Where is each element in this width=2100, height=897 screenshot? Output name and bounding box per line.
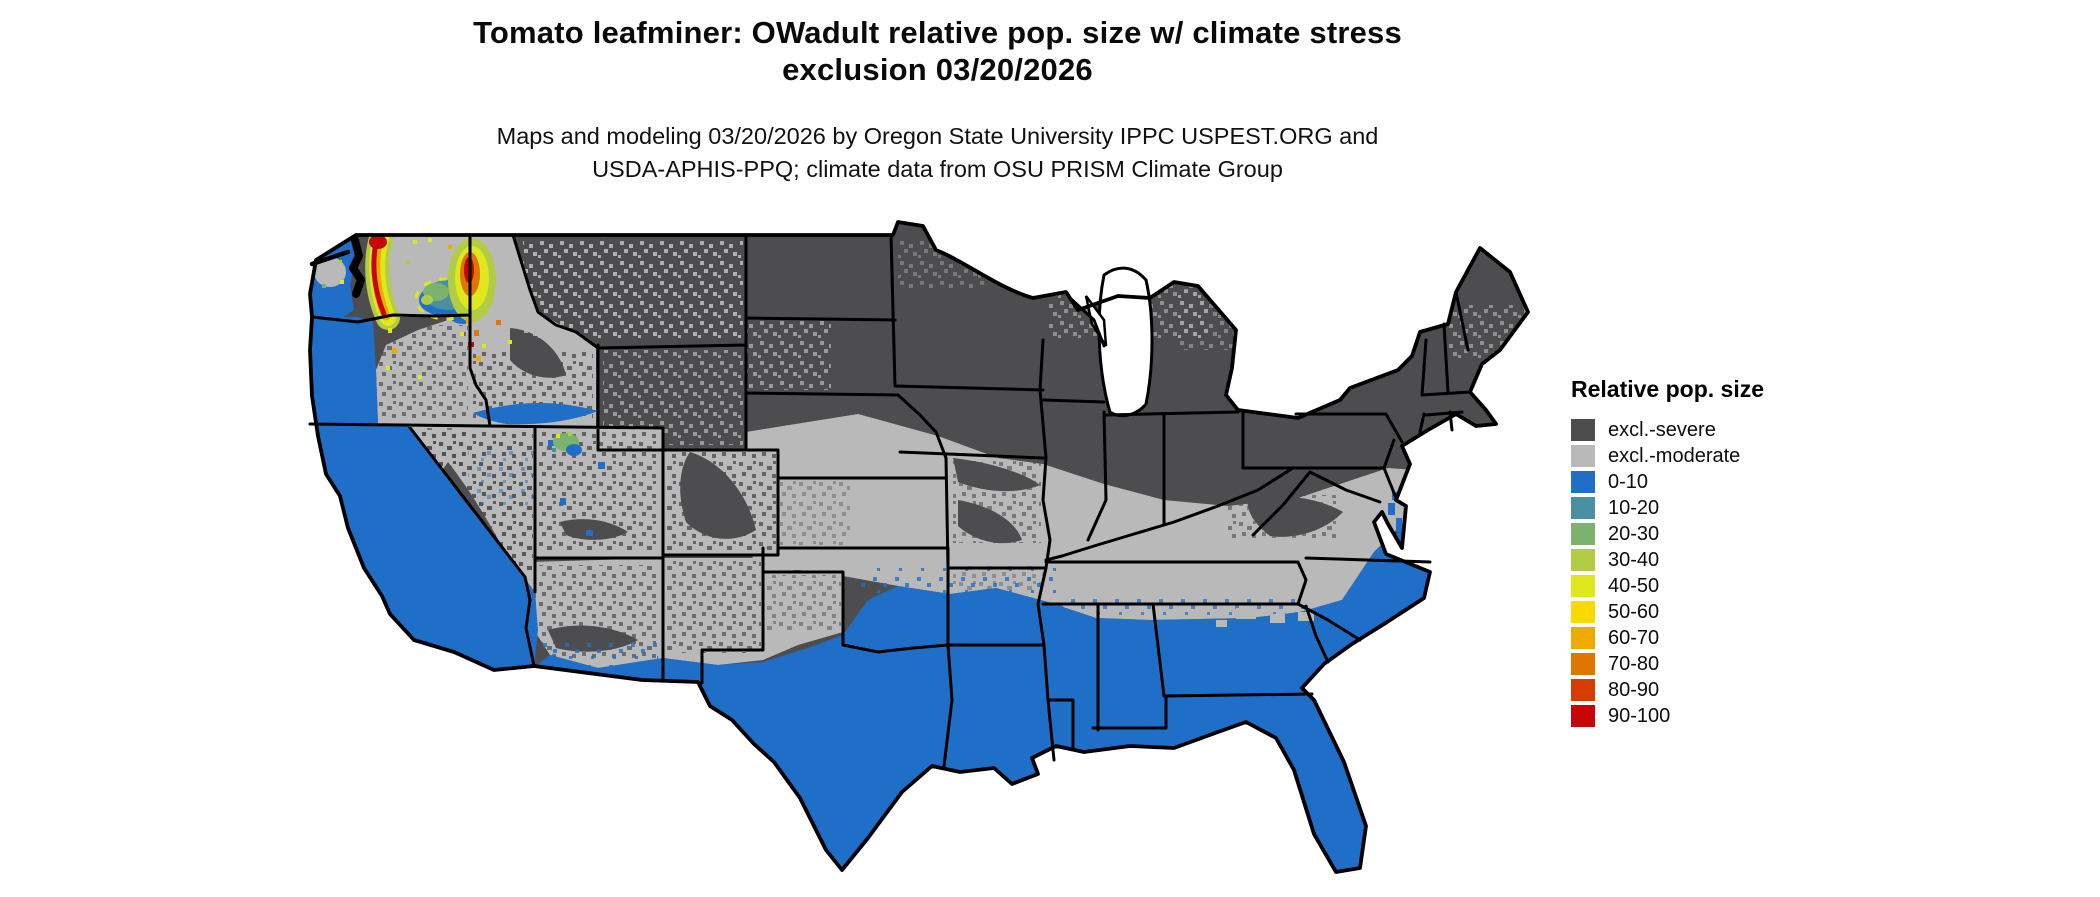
page-title-line1: Tomato leafminer: OWadult relative pop. … [473,15,1402,50]
legend-label: 30-40 [1608,548,1660,571]
legend-label: 80-90 [1608,678,1660,701]
legend-swatch [1571,549,1595,571]
great-lakes [1084,266,1154,418]
legend-item: excl.-moderate [1571,443,1871,469]
legend-item: 40-50 [1571,573,1871,599]
legend-item: 60-70 [1571,625,1871,651]
legend-swatch [1571,575,1595,597]
legend-swatch [1571,523,1595,545]
map-raster-layers [310,222,1528,872]
legend-swatch [1571,601,1595,623]
legend-item: 0-10 [1571,469,1871,495]
legend-label: 60-70 [1608,626,1660,649]
legend-swatch [1571,419,1595,441]
legend-label: 70-80 [1608,652,1660,675]
legend-label: 50-60 [1608,600,1660,623]
puget-sound [309,236,365,298]
legend-label: excl.-moderate [1608,444,1741,467]
legend-label: 10-20 [1608,496,1660,519]
us-map-container [298,200,1558,892]
legend-swatch [1571,627,1595,649]
legend-rows: excl.-severe excl.-moderate 0-10 10-20 20-30… [1571,417,1871,729]
legend-title: Relative pop. size [1571,376,1765,402]
legend-item: 80-90 [1571,677,1871,703]
legend-item: 50-60 [1571,599,1871,625]
zone-blue-speckle [468,450,1308,666]
page-subtitle-line1: Maps and modeling 03/20/2026 by Oregon S… [496,123,1379,149]
legend-item: 10-20 [1571,495,1871,521]
legend-swatch [1571,445,1595,467]
zone-moderate-patches-south [1216,608,1314,627]
legend-swatch [1571,705,1595,727]
legend-swatch [1571,497,1595,519]
legend-label: 90-100 [1608,704,1671,727]
legend-label: 0-10 [1608,470,1649,493]
page-title: Tomato leafminer: OWadult relative pop. … [0,14,1875,88]
page-title-line2: exclusion 03/20/2026 [782,52,1093,87]
legend-item: 20-30 [1571,521,1871,547]
conus-outline [308,220,1530,874]
legend-item: excl.-severe [1571,417,1871,443]
page-subtitle-line2: USDA-APHIS-PPQ; climate data from OSU PR… [592,156,1283,182]
legend-label: excl.-severe [1608,418,1716,441]
us-map [308,220,1530,874]
legend-swatch [1571,471,1595,493]
legend-label: 20-30 [1608,522,1660,545]
state-borders [308,233,1472,768]
legend-label: 40-50 [1608,574,1660,597]
legend-item: 30-40 [1571,547,1871,573]
legend-swatch [1571,679,1595,701]
legend-swatch [1571,653,1595,675]
map-legend: Relative pop. size excl.-severe excl.-mod… [1571,376,1871,729]
legend-item: 90-100 [1571,703,1871,729]
legend-item: 70-80 [1571,651,1871,677]
page-subtitle: Maps and modeling 03/20/2026 by Oregon S… [0,120,1875,186]
